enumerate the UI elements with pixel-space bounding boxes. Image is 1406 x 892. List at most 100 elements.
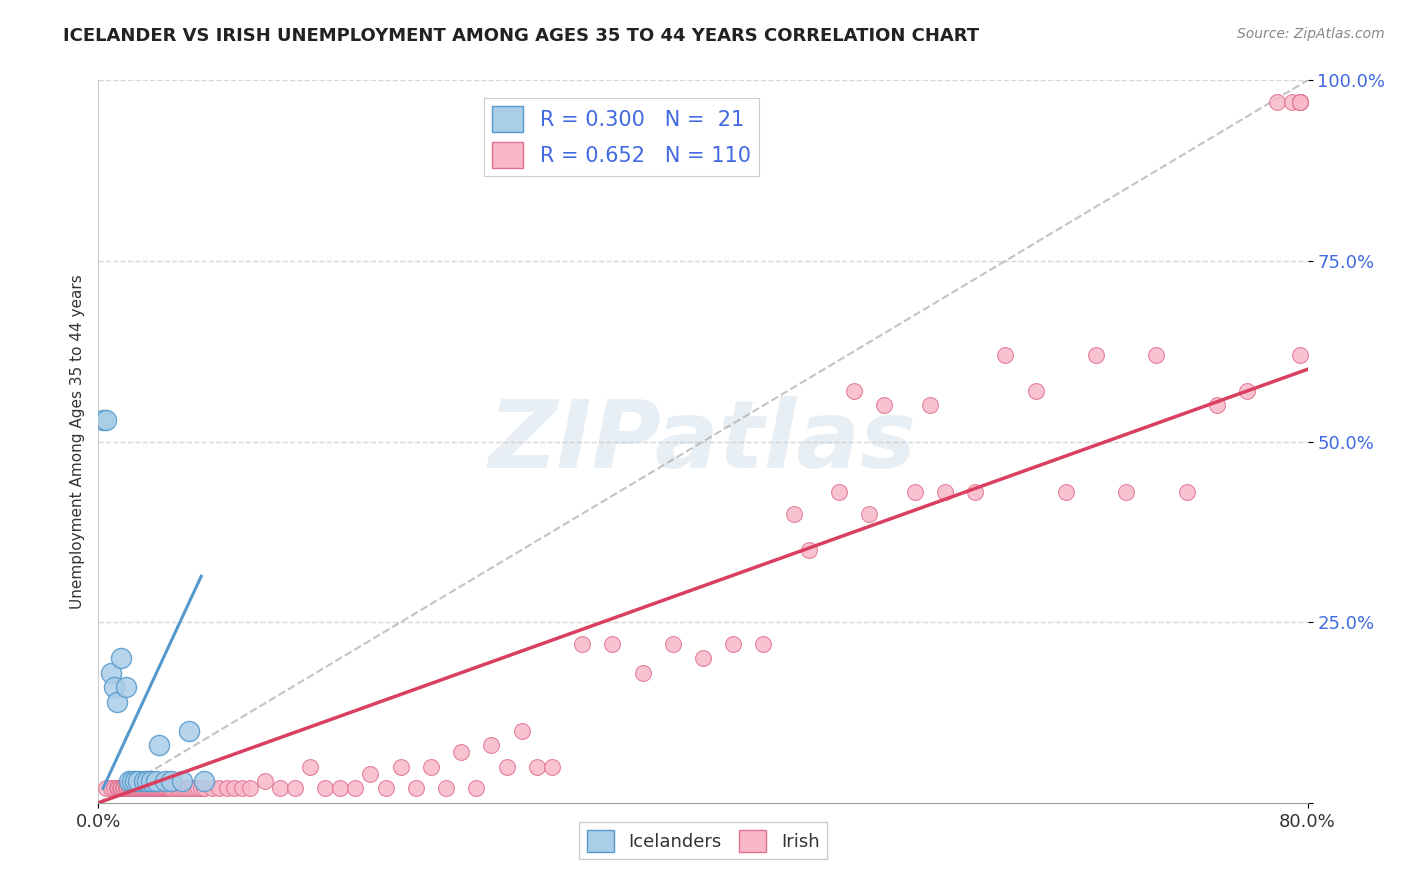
Point (858, 507, 880, 521)
Point (253, 774, 276, 789)
Point (94, 413, 117, 427)
Point (174, 781, 197, 796)
Point (134, 781, 156, 796)
Point (146, 781, 169, 796)
Point (374, 781, 396, 796)
Point (434, 781, 457, 796)
Point (918, 398, 941, 412)
Point (152, 781, 174, 796)
Point (723, 637, 745, 651)
Point (107, 781, 129, 796)
Point (329, 781, 352, 796)
Point (215, 781, 238, 796)
Point (1289, 95, 1312, 109)
Point (148, 781, 170, 796)
Point (115, 781, 138, 796)
Text: ZIPatlas: ZIPatlas (489, 395, 917, 488)
Point (112, 781, 135, 796)
Point (187, 781, 209, 796)
Point (111, 781, 134, 796)
Point (170, 774, 193, 789)
Point (110, 651, 132, 665)
Point (1289, 348, 1312, 362)
Point (284, 781, 307, 796)
Point (129, 781, 152, 796)
Point (149, 781, 172, 796)
Point (139, 781, 162, 796)
Point (124, 781, 146, 796)
Point (184, 781, 207, 796)
Point (131, 781, 153, 796)
Point (231, 781, 253, 796)
Point (141, 781, 163, 796)
Point (166, 781, 188, 796)
Point (103, 781, 125, 796)
Point (172, 781, 194, 796)
Point (100, 781, 122, 796)
Point (100, 665, 122, 680)
Point (540, 760, 562, 774)
Point (193, 774, 215, 789)
Point (934, 485, 956, 500)
Point (193, 781, 215, 796)
Point (828, 485, 851, 500)
Point (450, 745, 472, 759)
Point (160, 774, 183, 789)
Point (797, 542, 820, 557)
Point (150, 781, 173, 796)
Point (495, 760, 517, 774)
Point (201, 781, 224, 796)
Point (156, 781, 179, 796)
Point (1054, 485, 1077, 500)
Point (118, 774, 141, 789)
Point (128, 781, 150, 796)
Point (122, 781, 145, 796)
Point (135, 774, 157, 789)
Point (873, 398, 896, 412)
Point (91, 413, 114, 427)
Point (783, 507, 806, 521)
Point (118, 781, 141, 796)
Point (269, 781, 291, 796)
Point (314, 781, 336, 796)
Point (405, 781, 427, 796)
Point (145, 781, 167, 796)
Point (125, 781, 148, 796)
Point (631, 665, 654, 680)
Point (1115, 485, 1137, 500)
Point (344, 781, 367, 796)
Point (127, 774, 149, 789)
Point (179, 781, 201, 796)
Point (752, 637, 775, 651)
Point (163, 781, 186, 796)
Point (994, 348, 1017, 362)
Point (1085, 348, 1108, 362)
Text: ICELANDER VS IRISH UNEMPLOYMENT AMONG AGES 35 TO 44 YEARS CORRELATION CHART: ICELANDER VS IRISH UNEMPLOYMENT AMONG AG… (63, 27, 980, 45)
Point (169, 781, 191, 796)
Point (132, 781, 155, 796)
Point (1206, 398, 1229, 412)
Point (420, 760, 443, 774)
Point (465, 781, 488, 796)
Point (190, 781, 212, 796)
Point (179, 723, 201, 738)
Point (110, 781, 132, 796)
Point (155, 781, 177, 796)
Point (141, 774, 163, 789)
Point (1289, 95, 1312, 109)
Point (105, 695, 128, 709)
Point (571, 637, 593, 651)
Point (145, 774, 167, 789)
Point (120, 781, 142, 796)
Y-axis label: Unemployment Among Ages 35 to 44 years: Unemployment Among Ages 35 to 44 years (69, 274, 84, 609)
Point (135, 781, 157, 796)
Point (124, 774, 146, 789)
Point (692, 651, 714, 665)
Point (105, 781, 128, 796)
Point (510, 723, 533, 738)
Point (1236, 384, 1258, 398)
Point (904, 485, 927, 500)
Point (114, 680, 136, 694)
Point (1175, 485, 1198, 500)
Point (1281, 95, 1303, 109)
